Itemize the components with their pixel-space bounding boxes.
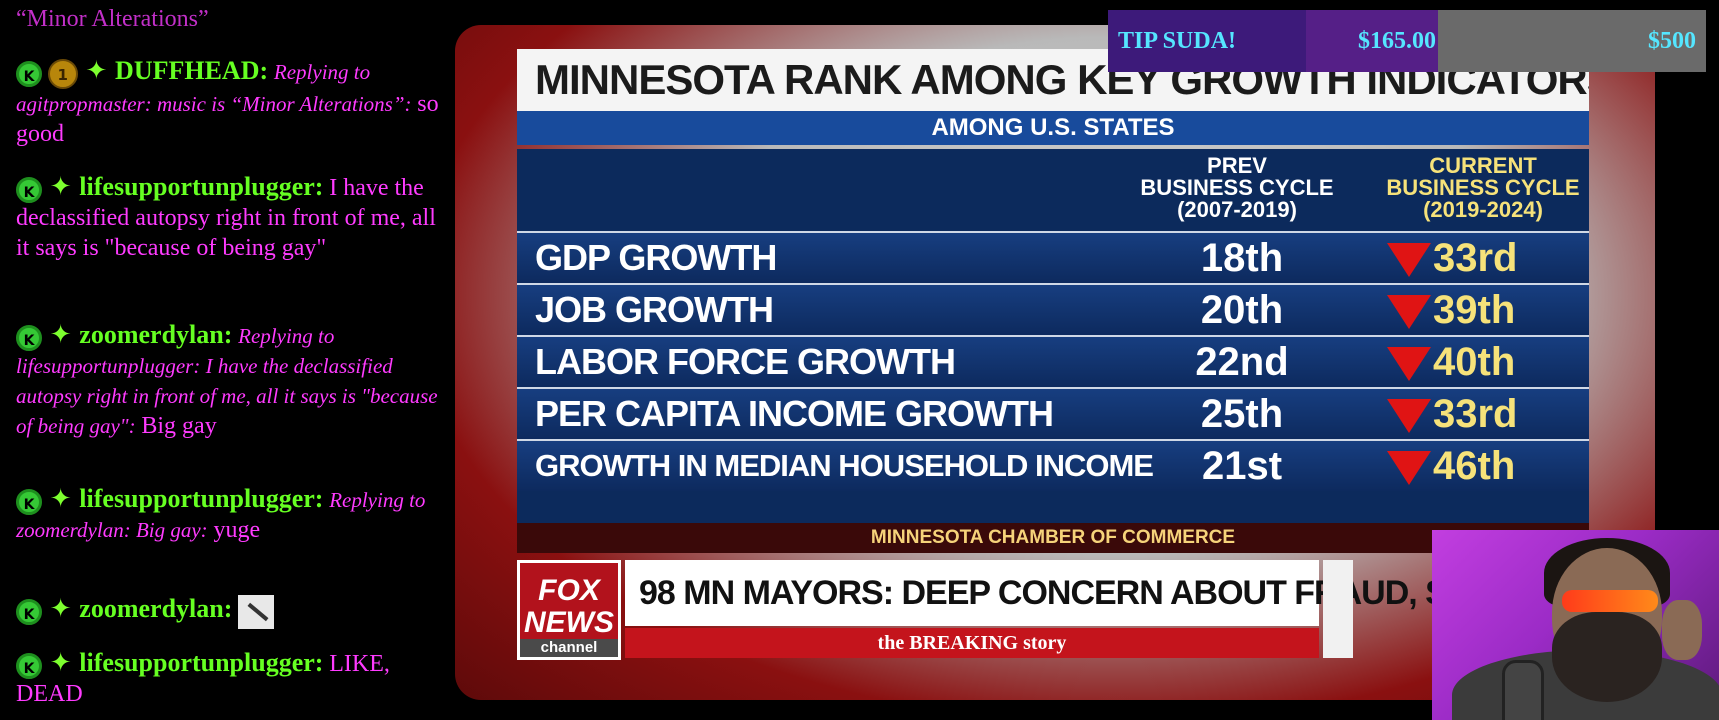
chat-username[interactable]: zoomerdylan:	[79, 320, 233, 349]
row-label: GROWTH IN MEDIAN HOUSEHOLD INCOME	[535, 448, 1154, 483]
streamer-hand	[1662, 600, 1702, 660]
chat-message: K 1 ✦ DUFFHEAD: Replying to agitpropmast…	[16, 56, 446, 149]
knife-emote-icon	[238, 594, 275, 629]
column-header-line: CURRENT	[1429, 153, 1537, 178]
video-player[interactable]: MINNESOTA RANK AMONG KEY GROWTH INDICATO…	[455, 25, 1655, 700]
kick-badge-icon: K	[16, 488, 42, 515]
prev-rank: 20th	[1200, 288, 1284, 332]
tip-goal-bar[interactable]: TIP SUDA! $165.00 $500	[1108, 10, 1706, 72]
tip-current-amount: $165.00	[1358, 28, 1436, 54]
table-row: LABOR FORCE GROWTH 22nd 40th	[517, 335, 1589, 387]
graphic-subtitle: AMONG U.S. STATES	[517, 111, 1589, 145]
down-arrow-icon	[1387, 399, 1431, 433]
chat-message-text: so good	[16, 90, 439, 147]
sparkle-icon: ✦	[49, 172, 72, 202]
rank-table: PREV BUSINESS CYCLE (2007-2019) CURRENT …	[517, 149, 1589, 523]
table-row: GROWTH IN MEDIAN HOUSEHOLD INCOME 21st 4…	[517, 439, 1589, 491]
chat-reply-context: Replying to agitpropmaster: music is “Mi…	[16, 60, 412, 116]
row-label: LABOR FORCE GROWTH	[535, 341, 956, 382]
chat-message: K ✦ zoomerdylan:	[16, 594, 446, 629]
coin-badge-icon: 1	[47, 58, 78, 89]
chat-message: K ✦ lifesupportunplugger: Replying to zo…	[16, 484, 446, 545]
row-label: JOB GROWTH	[535, 289, 774, 330]
breaking-story-bar: the BREAKING story	[625, 628, 1319, 658]
sparkle-icon: ✦	[49, 320, 72, 350]
news-headline: 98 MN MAYORS: DEEP CONCERN ABOUT FRAUD, …	[625, 560, 1596, 626]
current-rank: 40th	[1433, 340, 1516, 384]
tip-label: TIP SUDA!	[1108, 10, 1306, 72]
lower-third: FOX NEWS channel 98 MN MAYORS: DEEP CONC…	[517, 560, 1609, 660]
sparkle-icon: ✦	[49, 484, 72, 514]
chat-reply-context: Replying to lifesupportunplugger: I have…	[16, 324, 438, 438]
chat-username[interactable]: lifesupportunplugger:	[79, 648, 324, 677]
chat-message-text: LIKE, DEAD	[16, 651, 390, 707]
fox-news-logo: FOX NEWS channel	[517, 560, 621, 660]
graphic-source: MINNESOTA CHAMBER OF COMMERCE	[517, 523, 1589, 553]
webcam-feed	[1432, 530, 1719, 720]
chat-panel: “Minor Alterations” K 1 ✦ DUFFHEAD: Repl…	[0, 0, 450, 720]
chat-username[interactable]: lifesupportunplugger:	[79, 172, 324, 201]
kick-badge-icon: K	[16, 176, 42, 203]
column-header-line: BUSINESS CYCLE	[1140, 175, 1334, 200]
down-arrow-icon	[1387, 347, 1431, 381]
down-arrow-icon	[1387, 295, 1431, 329]
down-arrow-icon	[1387, 451, 1431, 485]
chat-message: K ✦ lifesupportunplugger: LIKE, DEAD	[16, 648, 446, 709]
column-header-current: CURRENT BUSINESS CYCLE (2019-2024)	[1383, 155, 1583, 221]
tip-goal-amount: $500	[1648, 28, 1696, 54]
down-arrow-icon	[1387, 243, 1431, 277]
chat-message: K ✦ lifesupportunplugger: I have the dec…	[16, 172, 446, 263]
kick-badge-icon: K	[16, 324, 42, 351]
sparkle-icon: ✦	[49, 648, 72, 678]
table-row: PER CAPITA INCOME GROWTH 25th 33rd	[517, 387, 1589, 439]
column-header-line: (2019-2024)	[1423, 197, 1543, 222]
prev-rank: 25th	[1200, 392, 1284, 436]
kick-badge-icon: K	[16, 652, 42, 679]
sparkle-icon: ✦	[85, 56, 108, 86]
chat-username[interactable]: DUFFHEAD:	[115, 56, 269, 85]
chat-message-text: Big gay	[141, 413, 217, 439]
table-row: GDP GROWTH 18th 33rd	[517, 231, 1589, 283]
tip-progress-fill	[1306, 10, 1438, 72]
logo-line: channel	[520, 639, 618, 657]
prev-rank: 18th	[1200, 236, 1284, 280]
lower-third-edge	[1323, 560, 1353, 658]
row-label: GDP GROWTH	[535, 237, 777, 278]
current-rank: 33rd	[1433, 392, 1518, 436]
prev-rank: 21st	[1201, 444, 1283, 488]
sparkle-icon: ✦	[49, 594, 72, 624]
column-header-prev: PREV BUSINESS CYCLE (2007-2019)	[1137, 155, 1337, 221]
column-header-line: (2007-2019)	[1177, 197, 1297, 222]
news-graphic: MINNESOTA RANK AMONG KEY GROWTH INDICATO…	[517, 49, 1589, 553]
logo-line: FOX	[538, 574, 600, 607]
kick-badge-icon: K	[16, 598, 42, 625]
sunglasses-icon	[1562, 590, 1658, 612]
chat-message-text: I have the declassified autopsy right in…	[16, 175, 436, 261]
chat-username[interactable]: lifesupportunplugger:	[79, 484, 324, 513]
prev-rank: 22nd	[1195, 340, 1289, 384]
chat-username[interactable]: zoomerdylan:	[79, 594, 233, 623]
chat-message-text: yuge	[213, 517, 261, 543]
chat-previous-message-tail: “Minor Alterations”	[16, 6, 209, 32]
current-rank: 46th	[1433, 444, 1516, 488]
current-rank: 39th	[1433, 288, 1516, 332]
streamer-beard	[1552, 612, 1662, 702]
current-rank: 33rd	[1433, 236, 1518, 280]
kick-badge-icon: K	[16, 60, 42, 87]
column-header-line: PREV	[1207, 153, 1267, 178]
column-header-line: BUSINESS CYCLE	[1386, 175, 1580, 200]
row-label: PER CAPITA INCOME GROWTH	[535, 393, 1054, 434]
logo-line: NEWS	[524, 606, 614, 639]
table-row: JOB GROWTH 20th 39th	[517, 283, 1589, 335]
microphone-icon	[1502, 660, 1544, 720]
chat-message: K ✦ zoomerdylan: Replying to lifesupport…	[16, 320, 446, 441]
chat-reply-context: Replying to zoomerdylan: Big gay:	[16, 488, 426, 542]
